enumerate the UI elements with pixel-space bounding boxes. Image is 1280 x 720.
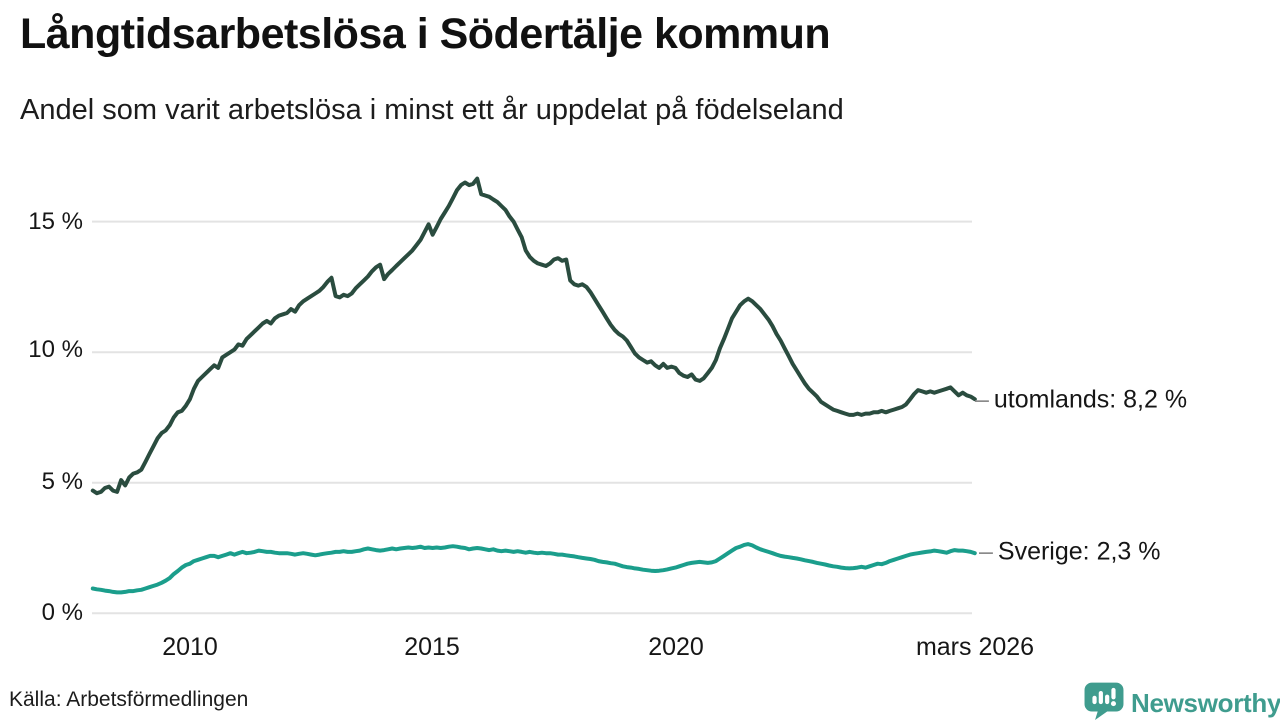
newsworthy-wordmark: Newsworthy — [1131, 688, 1280, 718]
source-note: Källa: Arbetsförmedlingen — [9, 688, 249, 711]
newsworthy-branding: Newsworthy — [1084, 682, 1280, 720]
label-connector-dash: – — [975, 385, 989, 414]
x-axis-tick-2010: 2010 — [162, 633, 218, 661]
newsworthy-logo-icon — [1084, 682, 1124, 720]
series-end-label-utomlands-text: utomlands: 8,2 % — [993, 385, 1188, 414]
series-end-label-sverige-text: Sverige: 2,3 % — [997, 537, 1161, 566]
chart-title: Långtidsarbetslösa i Södertälje kommun — [20, 10, 831, 58]
series-end-label-sverige: – Sverige: 2,3 % — [979, 538, 1161, 567]
x-axis-tick-2015: 2015 — [404, 633, 460, 661]
x-axis-tick-mars-2026: mars 2026 — [915, 633, 1035, 661]
series-line-utomlands — [90, 176, 977, 496]
y-axis-tick-0: 0 % — [41, 599, 83, 626]
y-axis-tick-5: 5 % — [41, 468, 83, 495]
x-axis-tick-2020: 2020 — [648, 633, 704, 661]
label-connector-dash: – — [979, 537, 993, 566]
series-line-sverige — [90, 542, 977, 595]
y-axis-tick-10: 10 % — [28, 336, 83, 363]
series-end-label-utomlands: – utomlands: 8,2 % — [975, 386, 1187, 415]
chart-subtitle: Andel som varit arbetslösa i minst ett å… — [20, 94, 844, 126]
y-axis-tick-15: 15 % — [28, 208, 83, 235]
